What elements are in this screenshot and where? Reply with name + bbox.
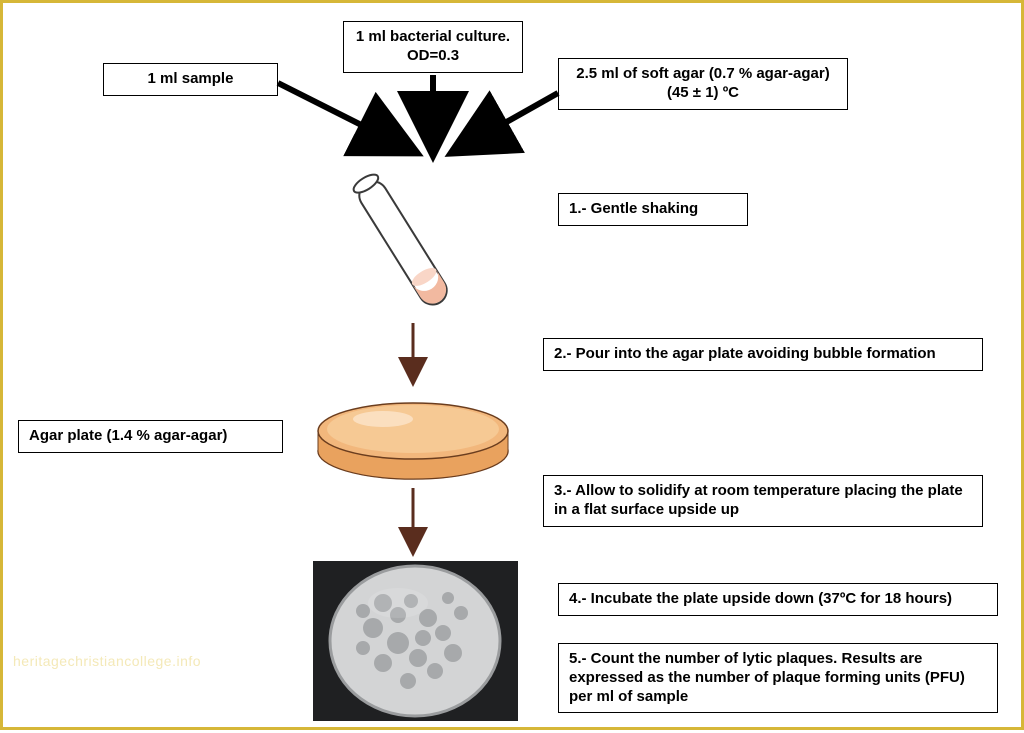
watermark-text: heritagechristiancollege.info [13,653,201,669]
box-step1: 1.- Gentle shaking [558,193,748,226]
box-step2: 2.- Pour into the agar plate avoiding bu… [543,338,983,371]
box-softagar: 2.5 ml of soft agar (0.7 % agar-agar) (4… [558,58,848,110]
box-step3-text: 3.- Allow to solidify at room temperatur… [554,482,963,518]
test-tube-icon [351,171,452,310]
box-step4-text: 4.- Incubate the plate upside down (37ºC… [569,590,952,607]
box-step4: 4.- Incubate the plate upside down (37ºC… [558,583,998,616]
box-culture: 1 ml bacterial culture. OD=0.3 [343,21,523,73]
box-softagar-text: 2.5 ml of soft agar (0.7 % agar-agar) (4… [576,65,829,101]
box-step3: 3.- Allow to solidify at room temperatur… [543,475,983,527]
box-sample-text: 1 ml sample [148,70,234,87]
arrow-sample [278,83,413,151]
box-culture-text: 1 ml bacterial culture. OD=0.3 [356,28,510,64]
box-agarplate: Agar plate (1.4 % agar-agar) [18,420,283,453]
agar-plate-icon [318,403,508,479]
box-sample: 1 ml sample [103,63,278,96]
box-step1-text: 1.- Gentle shaking [569,200,698,217]
box-step2-text: 2.- Pour into the agar plate avoiding bu… [554,345,936,362]
arrow-softagar [455,93,558,151]
plaque-photo [313,561,518,721]
diagram-frame: 1 ml sample 1 ml bacterial culture. OD=0… [0,0,1024,730]
box-agarplate-text: Agar plate (1.4 % agar-agar) [29,427,227,444]
box-step5: 5.- Count the number of lytic plaques. R… [558,643,998,713]
box-step5-text: 5.- Count the number of lytic plaques. R… [569,650,965,705]
